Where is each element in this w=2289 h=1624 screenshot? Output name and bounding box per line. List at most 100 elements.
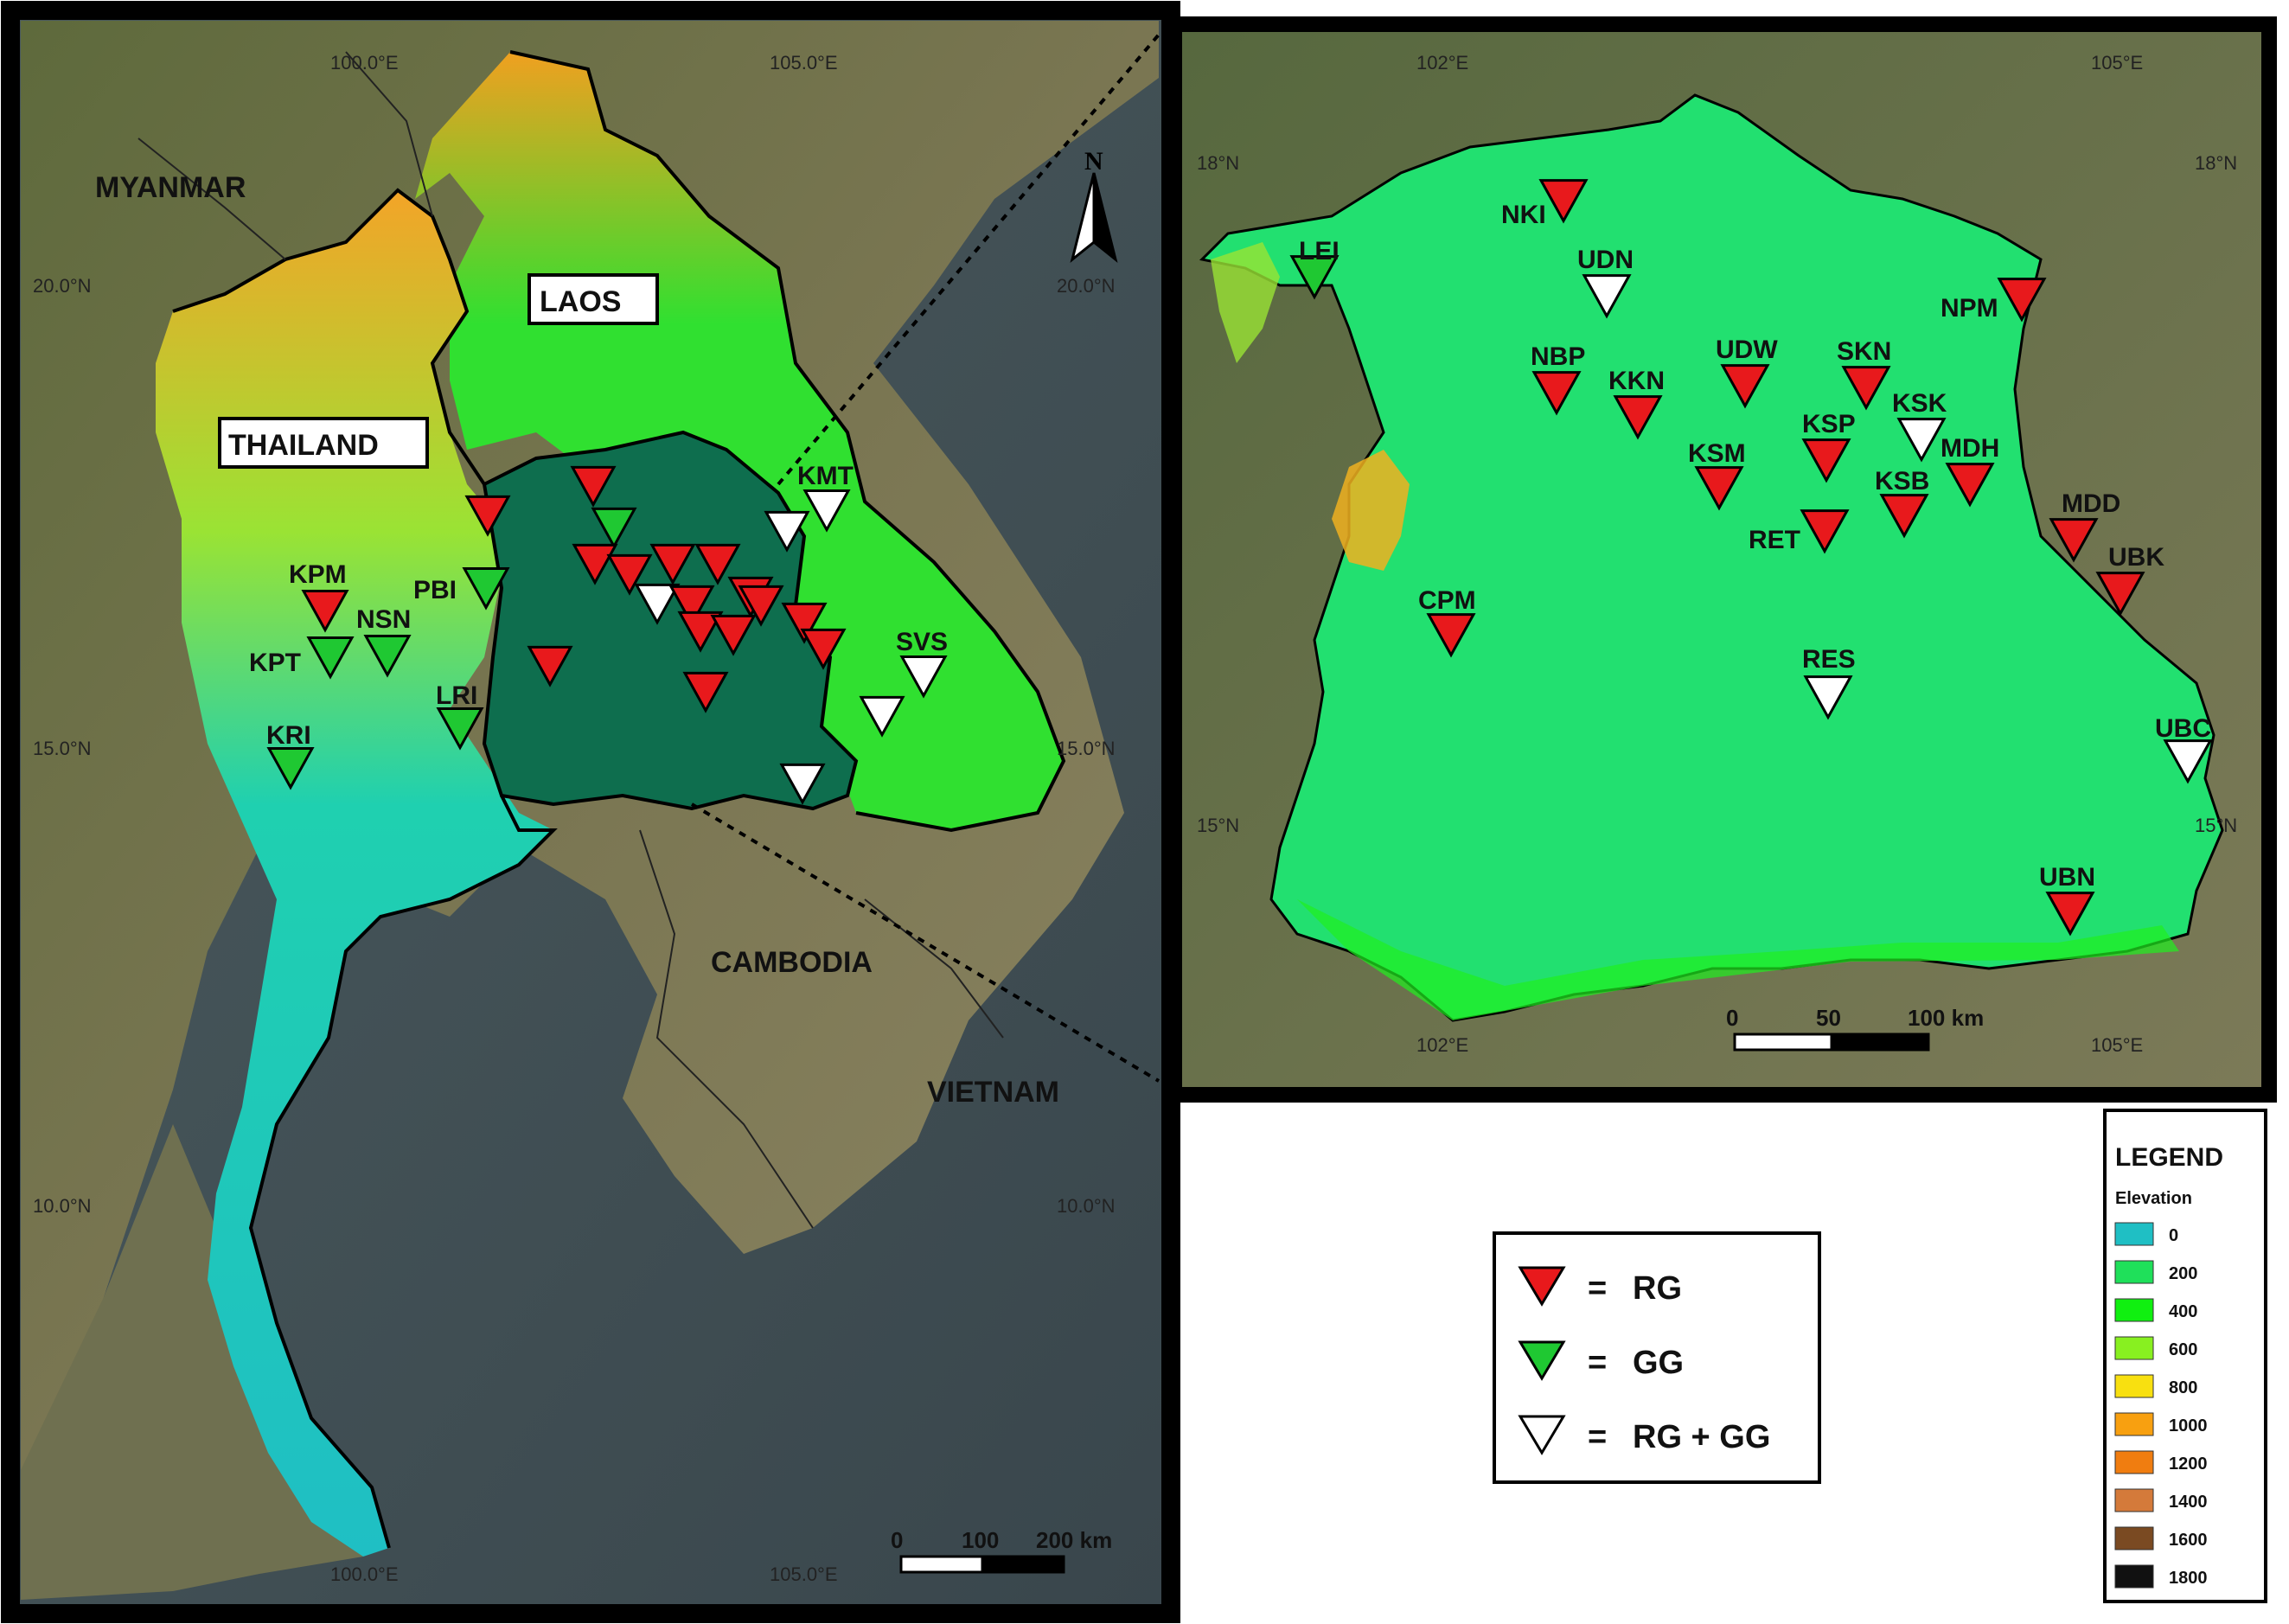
station-label-cpm: CPM — [1418, 586, 1476, 615]
khorat-marker-nbp — [606, 553, 653, 596]
legend-value-1200: 1200 — [2169, 1455, 2208, 1474]
r-lat-label-15: 15°N — [1197, 815, 1239, 836]
laos-label-box — [527, 273, 659, 325]
station-label-ubc: UBC — [2155, 714, 2211, 743]
rg-symbol-icon — [1518, 1266, 1566, 1307]
right-scale-bar: 0 50 100 km — [1726, 1005, 1984, 1052]
scale-label-0: 0 — [891, 1527, 903, 1553]
khorat-marker-lei — [591, 507, 637, 549]
zoom-line-top — [777, 33, 1160, 486]
khorat-marker-res — [859, 695, 905, 738]
station-label-pbi: PBI — [413, 576, 457, 604]
r-lon-label-102-bottom: 102°E — [1416, 1034, 1468, 1056]
r-lon-label-102: 102°E — [1416, 52, 1468, 74]
r-lat-label-18: 18°N — [1197, 152, 1239, 174]
left-station-markers — [266, 465, 948, 805]
southern-rim-shading — [1297, 899, 2179, 1020]
station-marker-cpm — [1426, 613, 1476, 658]
country-label-laos: LAOS — [540, 285, 621, 318]
thailand-elevation — [156, 190, 553, 1557]
legend-swatch-1600 — [2114, 1526, 2154, 1550]
rg-symbol-label: RG — [1633, 1270, 1682, 1307]
station-marker-svs — [899, 655, 948, 699]
khorat-marker-mdd — [800, 628, 847, 670]
station-marker-udn — [1582, 274, 1632, 319]
r-lon-label-105: 105°E — [2091, 52, 2143, 74]
laos-border — [509, 50, 1066, 833]
station-marker-lri — [436, 707, 484, 751]
lon-label-100: 100.0°E — [330, 52, 399, 74]
station-label-skn: SKN — [1837, 337, 1891, 366]
station-marker-nsn — [363, 635, 412, 678]
legend-title: LEGEND — [2115, 1143, 2223, 1172]
legend-items: 0 200 400 600 800 1000 1200 1400 1600 1800 — [2114, 1222, 2208, 1589]
khorat-marker-ubk — [527, 645, 573, 687]
western-highland-shading — [1332, 450, 1410, 571]
country-borders — [137, 51, 1004, 1229]
legend-subtitle: Elevation — [2115, 1189, 2192, 1208]
legend-value-1400: 1400 — [2169, 1493, 2208, 1512]
khorat-marker-nki — [570, 465, 617, 508]
station-marker-kkn — [1613, 395, 1663, 440]
right-map: 102°E 105°E 102°E 105°E 18°N 15°N 18°N 1… — [1167, 16, 2277, 1103]
khorat-plateau-region — [482, 430, 859, 811]
legend-swatch-0 — [2114, 1222, 2154, 1246]
legend-swatch-600 — [2114, 1336, 2154, 1360]
station-label-nki: NKI — [1501, 201, 1546, 229]
khorat-marker-udw — [694, 543, 741, 585]
legend-swatch-400 — [2114, 1298, 2154, 1322]
station-label-mdh: MDH — [1941, 434, 1999, 463]
legend-swatch-1400 — [2114, 1488, 2154, 1512]
khorat-marker-cpm — [682, 671, 729, 713]
station-marker-ubc — [2163, 739, 2213, 784]
country-label-vietnam: VIETNAM — [927, 1076, 1059, 1109]
elevation-legend: LEGEND Elevation 0 200 400 600 800 1000 1200 14… — [2103, 1109, 2267, 1603]
symbol-key: = RG = GG = RG + GG — [1493, 1231, 1821, 1484]
station-marker-ksk — [1896, 418, 1947, 463]
khorat-marker-npm — [572, 543, 618, 585]
lon-label-100-bottom: 100.0°E — [330, 1563, 399, 1585]
country-label-cambodia: CAMBODIA — [711, 946, 873, 979]
station-marker-nbp — [1531, 371, 1582, 416]
legend-swatch-1200 — [2114, 1450, 2154, 1474]
legend-value-400: 400 — [2169, 1302, 2197, 1321]
station-label-mdd: MDD — [2062, 489, 2120, 518]
northwest-highland-shading — [1211, 242, 1280, 363]
station-marker-kpm — [301, 590, 349, 633]
legend-swatch-1000 — [2114, 1412, 2154, 1436]
station-label-ret: RET — [1749, 526, 1800, 554]
station-label-svs: SVS — [896, 628, 948, 656]
station-label-nbp: NBP — [1531, 342, 1585, 371]
lat-label-15: 15.0°N — [33, 738, 92, 759]
legend-value-1600: 1600 — [2169, 1531, 2208, 1550]
gg-symbol-label: GG — [1633, 1345, 1684, 1381]
khorat-marker-kkn — [649, 543, 696, 585]
legend-value-1000: 1000 — [2169, 1416, 2208, 1435]
station-label-nsn: NSN — [356, 605, 411, 634]
thailand-label-box — [218, 417, 429, 469]
khorat-marker-ksk — [634, 583, 681, 625]
khorat-marker-udn — [764, 510, 810, 553]
khorat-marker-ret — [781, 602, 828, 644]
station-marker-mdh — [1945, 463, 1995, 508]
left-scale-bar: 0 100 200 km — [891, 1527, 1112, 1574]
legend-value-1800: 1800 — [2169, 1569, 2208, 1588]
north-label: N — [1084, 147, 1103, 176]
station-marker-mdd — [2049, 518, 2099, 563]
station-marker-skn — [1841, 366, 1891, 411]
gg-symbol-icon — [1518, 1340, 1566, 1381]
r-lat-label-18-right: 18°N — [2195, 152, 2237, 174]
rg-gg-symbol-icon — [1518, 1415, 1566, 1455]
station-marker-ksm — [1694, 466, 1744, 511]
station-marker-ubk — [2095, 572, 2145, 617]
khorat-marker-ubc — [779, 763, 826, 805]
station-label-udw: UDW — [1716, 336, 1778, 364]
station-label-ksb: KSB — [1875, 467, 1929, 496]
station-marker-lei — [1289, 255, 1340, 300]
lat-label-10-right: 10.0°N — [1057, 1195, 1116, 1217]
legend-value-600: 600 — [2169, 1340, 2197, 1359]
legend-value-800: 800 — [2169, 1378, 2197, 1397]
station-marker-udw — [1720, 364, 1770, 409]
